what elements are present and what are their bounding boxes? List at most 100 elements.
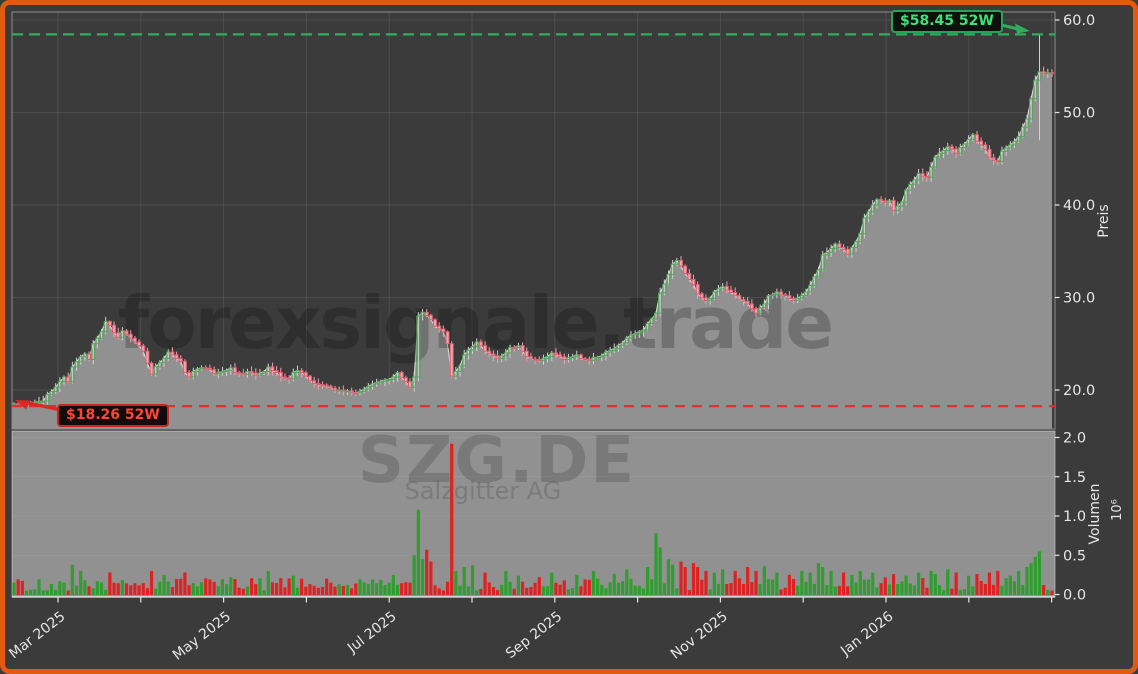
candle-body xyxy=(995,159,1000,163)
volume-bar xyxy=(812,583,816,595)
candle-down xyxy=(733,287,738,300)
candle-up xyxy=(1008,141,1013,151)
candle-body xyxy=(908,183,913,191)
candle-down xyxy=(341,385,346,396)
volume-bar xyxy=(162,574,166,595)
candle-down xyxy=(66,372,71,384)
volume-bar xyxy=(687,590,691,595)
candle-down xyxy=(207,364,212,372)
volume-bar xyxy=(250,578,254,595)
volume-bar xyxy=(433,585,437,595)
candle-body xyxy=(295,370,300,373)
volume-bar xyxy=(91,588,95,595)
volume-bar xyxy=(733,570,737,595)
candle-body xyxy=(583,358,588,361)
volume-bar xyxy=(375,583,379,595)
candle-up xyxy=(591,353,596,365)
candle-body xyxy=(1008,144,1013,149)
volume-bar xyxy=(796,585,800,595)
candle-body xyxy=(774,291,779,296)
candle-up xyxy=(420,308,425,321)
candle-body xyxy=(783,294,788,297)
candle-down xyxy=(1050,69,1054,78)
volume-bar xyxy=(520,581,525,595)
candle-up xyxy=(220,367,225,376)
volume-bar xyxy=(183,572,187,595)
volume-bar xyxy=(783,587,787,595)
volume-bar xyxy=(571,588,575,595)
candle-body xyxy=(937,152,942,158)
candle-body xyxy=(987,149,992,159)
volume-bar xyxy=(583,579,587,595)
volume-bar xyxy=(450,443,454,595)
volume-bar xyxy=(16,579,20,595)
volume-bar xyxy=(533,582,537,595)
candle-body xyxy=(78,356,83,363)
candle-up xyxy=(574,350,579,361)
volume-bar xyxy=(1037,551,1042,595)
candle-body xyxy=(754,308,759,314)
candle-up xyxy=(503,349,508,361)
volume-bar xyxy=(575,574,579,595)
candle-down xyxy=(779,288,784,299)
volume-bar xyxy=(479,589,483,595)
volume-bar xyxy=(917,572,921,595)
candle-body xyxy=(979,140,984,146)
volume-bar xyxy=(408,582,412,595)
candle-body xyxy=(553,352,558,356)
candle-up xyxy=(1016,131,1021,144)
candle-body xyxy=(495,355,500,360)
candle-up xyxy=(291,368,296,382)
volume-bar xyxy=(145,588,149,595)
volume-bar xyxy=(879,583,883,595)
volume-bar xyxy=(74,585,79,595)
candle-body xyxy=(395,371,400,378)
candle-up xyxy=(362,386,367,394)
candle-up xyxy=(904,188,909,206)
candle-body xyxy=(829,247,834,253)
candle-up xyxy=(616,343,621,353)
candle-down xyxy=(332,385,337,393)
candle-body xyxy=(303,372,308,377)
candle-up xyxy=(470,341,475,355)
candle-down xyxy=(132,335,137,345)
candle-up xyxy=(99,328,104,340)
candle-body xyxy=(1004,147,1009,152)
candle-body xyxy=(187,371,192,378)
candle-up xyxy=(916,168,921,184)
candle-body xyxy=(278,371,283,378)
high-annotation-arrowhead xyxy=(1015,23,1030,34)
candle-up xyxy=(199,365,204,371)
volume-bar xyxy=(1021,585,1025,595)
candle-body xyxy=(141,345,146,352)
candle-body xyxy=(291,371,296,380)
candle-body xyxy=(866,211,871,219)
volume-bar xyxy=(641,588,646,595)
candle-down xyxy=(445,330,450,347)
candle-up xyxy=(620,340,625,349)
volume-bar xyxy=(704,570,708,595)
volume-bar xyxy=(937,585,942,595)
volume-bar xyxy=(24,590,29,595)
candle-body xyxy=(687,272,692,280)
volume-bar xyxy=(604,588,608,595)
candle-body xyxy=(453,371,458,377)
volume-bar xyxy=(725,584,729,595)
candle-body xyxy=(566,357,571,360)
candle-down xyxy=(487,347,492,358)
volume-bar xyxy=(837,585,841,595)
candle-body xyxy=(241,372,246,375)
volume-bar xyxy=(316,587,320,595)
volume-bar xyxy=(512,588,516,595)
candle-down xyxy=(303,370,308,379)
candle-up xyxy=(633,330,638,339)
candle-body xyxy=(1045,72,1050,75)
volume-bar xyxy=(671,564,675,595)
candle-body xyxy=(758,307,763,314)
volume-bar xyxy=(500,584,504,595)
volume-bar xyxy=(445,581,450,595)
candle-up xyxy=(387,378,392,385)
candle-body xyxy=(958,147,963,154)
volume-bar xyxy=(791,579,796,595)
candle-up xyxy=(945,142,950,155)
